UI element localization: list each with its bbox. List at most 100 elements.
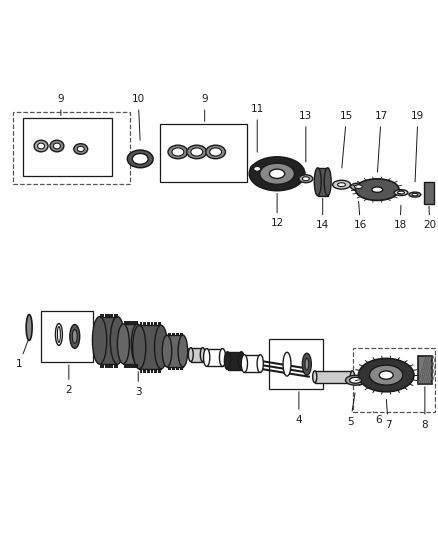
Ellipse shape (350, 371, 354, 383)
Ellipse shape (269, 169, 285, 179)
Ellipse shape (412, 193, 418, 196)
Ellipse shape (206, 145, 226, 159)
Ellipse shape (314, 168, 321, 196)
Ellipse shape (172, 148, 184, 156)
Bar (13, 112, 131, 184)
Ellipse shape (224, 352, 231, 369)
Bar (124, 324, 137, 364)
Ellipse shape (238, 352, 244, 369)
Ellipse shape (254, 166, 261, 171)
Bar (424, 182, 434, 204)
Bar (269, 340, 323, 389)
Text: 8: 8 (421, 387, 428, 430)
Bar (23, 118, 113, 176)
Ellipse shape (394, 190, 408, 196)
Bar (353, 349, 435, 412)
Text: 16: 16 (354, 201, 367, 230)
Text: 4: 4 (296, 392, 302, 425)
Ellipse shape (332, 180, 350, 189)
Bar (167, 335, 183, 367)
Ellipse shape (178, 335, 187, 367)
Bar (191, 348, 203, 361)
Bar (41, 311, 92, 362)
Bar (139, 325, 161, 369)
Text: 12: 12 (270, 193, 284, 228)
Ellipse shape (72, 329, 77, 343)
Ellipse shape (241, 354, 247, 373)
Text: 7: 7 (385, 399, 392, 430)
Text: 17: 17 (374, 111, 388, 172)
Ellipse shape (200, 348, 205, 361)
Ellipse shape (302, 177, 309, 181)
Ellipse shape (155, 325, 168, 369)
Ellipse shape (204, 349, 210, 366)
Text: 14: 14 (316, 198, 329, 230)
Ellipse shape (92, 317, 107, 364)
Bar (244, 354, 260, 373)
Ellipse shape (305, 358, 309, 370)
Ellipse shape (26, 314, 32, 341)
Ellipse shape (162, 335, 172, 367)
Text: 3: 3 (135, 372, 141, 397)
Ellipse shape (132, 154, 148, 164)
Text: 5: 5 (347, 393, 355, 427)
Ellipse shape (346, 375, 365, 385)
Ellipse shape (324, 168, 331, 196)
Ellipse shape (354, 185, 362, 189)
Bar (99, 317, 117, 364)
Ellipse shape (77, 147, 84, 151)
Ellipse shape (117, 324, 129, 364)
Text: 15: 15 (340, 111, 353, 168)
Ellipse shape (299, 175, 313, 183)
Ellipse shape (34, 140, 48, 152)
Ellipse shape (260, 163, 294, 184)
Text: 1: 1 (16, 340, 28, 369)
Ellipse shape (370, 365, 403, 385)
Ellipse shape (379, 371, 393, 379)
Ellipse shape (249, 157, 305, 191)
Ellipse shape (398, 191, 405, 194)
Bar (227, 352, 241, 369)
Ellipse shape (313, 371, 317, 383)
Bar (318, 168, 328, 196)
Ellipse shape (188, 348, 193, 361)
Ellipse shape (338, 183, 346, 187)
Ellipse shape (358, 358, 414, 392)
Text: 18: 18 (393, 205, 407, 230)
Ellipse shape (110, 317, 124, 364)
Ellipse shape (302, 353, 311, 375)
Ellipse shape (70, 325, 80, 349)
Ellipse shape (191, 148, 203, 156)
Ellipse shape (56, 324, 62, 345)
Ellipse shape (219, 349, 226, 366)
Ellipse shape (127, 150, 153, 168)
Ellipse shape (409, 192, 421, 197)
Ellipse shape (187, 145, 207, 159)
Text: 10: 10 (132, 94, 145, 140)
Text: 20: 20 (423, 206, 436, 230)
Bar (207, 349, 223, 366)
Ellipse shape (250, 164, 264, 174)
Text: 6: 6 (373, 412, 381, 425)
Ellipse shape (257, 354, 263, 373)
Ellipse shape (283, 352, 291, 376)
Bar (418, 356, 432, 384)
Text: 2: 2 (66, 365, 72, 395)
Ellipse shape (168, 145, 188, 159)
Ellipse shape (74, 144, 88, 154)
Ellipse shape (53, 143, 60, 149)
Bar (315, 371, 353, 383)
Ellipse shape (210, 148, 222, 156)
Ellipse shape (38, 143, 45, 149)
Ellipse shape (131, 324, 143, 364)
Text: 13: 13 (299, 111, 312, 162)
Ellipse shape (57, 327, 60, 342)
Text: 9: 9 (201, 94, 208, 122)
Ellipse shape (350, 183, 366, 190)
Text: 11: 11 (251, 104, 264, 152)
Ellipse shape (350, 377, 361, 383)
Text: 9: 9 (57, 94, 64, 116)
Ellipse shape (355, 179, 399, 200)
Text: 19: 19 (411, 111, 424, 182)
Bar (160, 124, 247, 182)
